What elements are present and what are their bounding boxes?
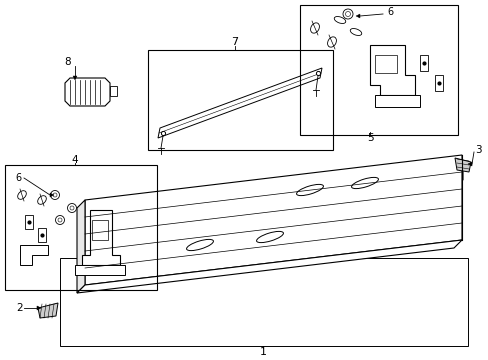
Polygon shape [37, 306, 41, 310]
Ellipse shape [58, 218, 62, 222]
Polygon shape [85, 170, 462, 252]
Ellipse shape [351, 177, 378, 189]
Polygon shape [38, 303, 58, 318]
Ellipse shape [67, 203, 76, 212]
Ellipse shape [310, 23, 319, 33]
Bar [60, 258, 467, 346]
Ellipse shape [186, 239, 213, 251]
Text: 5: 5 [366, 133, 372, 143]
Polygon shape [73, 76, 77, 80]
Ellipse shape [55, 216, 64, 225]
Text: 4: 4 [72, 155, 78, 165]
Text: 2: 2 [17, 303, 23, 313]
Bar [419, 55, 427, 71]
Ellipse shape [256, 231, 283, 243]
Text: 3: 3 [474, 145, 480, 155]
Ellipse shape [342, 9, 352, 19]
Polygon shape [77, 240, 461, 293]
Polygon shape [65, 78, 110, 106]
Bar [148, 50, 332, 150]
Polygon shape [50, 193, 54, 197]
Polygon shape [355, 14, 359, 18]
Ellipse shape [38, 196, 46, 204]
Bar [25, 215, 33, 229]
Polygon shape [77, 200, 85, 293]
Polygon shape [20, 245, 48, 265]
Bar [38, 228, 46, 242]
Ellipse shape [345, 12, 350, 17]
Bar [434, 75, 442, 91]
Ellipse shape [18, 191, 26, 199]
Bar [5, 165, 157, 290]
Text: 8: 8 [64, 57, 71, 67]
Ellipse shape [296, 184, 323, 195]
Polygon shape [110, 86, 117, 96]
Polygon shape [369, 45, 414, 95]
Text: 1: 1 [259, 347, 266, 357]
Bar [299, 5, 457, 135]
Polygon shape [467, 162, 471, 166]
Ellipse shape [50, 190, 60, 199]
Polygon shape [75, 265, 125, 275]
Ellipse shape [70, 206, 74, 210]
Polygon shape [374, 95, 419, 107]
Text: 7: 7 [231, 37, 238, 47]
Polygon shape [85, 155, 461, 285]
Ellipse shape [327, 37, 336, 47]
Ellipse shape [53, 193, 57, 197]
Bar [374, 55, 396, 73]
Bar [92, 220, 108, 240]
Polygon shape [82, 210, 120, 265]
Text: 6: 6 [386, 7, 392, 17]
Ellipse shape [349, 28, 361, 36]
Text: 6: 6 [15, 173, 21, 183]
Polygon shape [158, 68, 321, 138]
Ellipse shape [334, 17, 345, 23]
Polygon shape [454, 158, 470, 172]
